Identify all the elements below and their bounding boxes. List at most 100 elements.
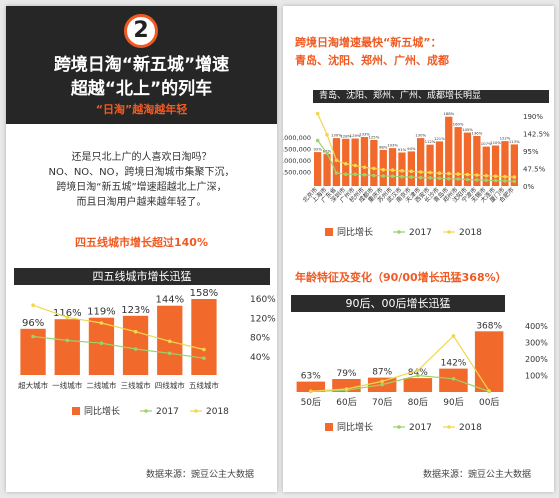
y-right-tick-label: 142.5% [523,131,550,139]
highlight-text: 四五线城市增长超过140% [75,236,208,249]
series-2017-line-point [334,171,339,175]
bar-value-label: 122% [500,136,511,141]
bar [314,152,322,186]
y-left-tick-label: 15,000,000 [283,157,311,165]
y-right-tick-label: 0% [523,183,534,191]
age-heading: 年龄特征及变化（90/00增长迅猛368%） [295,271,507,284]
bar-value-label: 130% [415,133,426,138]
bar-value-label: 121% [434,136,445,141]
bar [351,138,359,186]
legend-2017-label: 2017 [156,407,179,417]
series-2017-line-point [380,382,384,387]
x-axis-tick-label: 三线城市 [121,380,151,390]
series-2018-line-point [493,174,498,178]
city-growth-chart-title: 青岛、沈阳、郑州、广州、成都增长明显 [313,90,549,103]
bar [191,299,217,375]
bar-value-label: 79% [336,369,356,379]
bar [88,317,115,375]
city-tier-chart-title: 四五线城市增长迅猛 [14,268,270,285]
left-header: 2 跨境日淘“新五城”增速 超越“北上”的列车 “日淘”越淘越年轻 [6,6,277,124]
bar-value-label: 92% [313,147,322,152]
series-2018-line-point [437,171,442,175]
bar [426,144,434,186]
series-2017-line-point [451,377,456,381]
series-2017-line-point [133,347,138,351]
bar [491,145,500,186]
bar-value-label: 110% [490,140,501,145]
y-axis-tick-label: 40% [250,353,270,363]
bar [388,148,397,186]
header-subtitle: “日淘”越淘越年轻 [95,103,188,116]
series-2017-line-point [484,178,489,182]
series-2018-line-point [362,165,367,170]
header-title-line1: 跨境日淘“新五城”增速 [53,55,230,75]
series-2017-line-point [437,176,442,181]
bar-value-label: 84% [408,368,428,378]
bar-value-label: 91% [398,147,407,152]
left-panel: 2 跨境日淘“新五城”增速 超越“北上”的列车 “日淘”越淘越年轻 还是只北上广… [6,6,277,492]
series-2018-line-point [167,339,172,344]
series-2017-line [310,374,490,393]
data-source: 数据来源：豌豆公主大数据 [146,470,255,480]
series-2018-line [317,113,515,178]
y-left-tick-label: 30,000,000 [283,134,311,142]
y-left-tick-label: 7,500,000 [283,169,311,177]
legend-bar-swatch [325,423,333,431]
intro-text: 还是只北上广的人喜欢日淘吗？ NO、NO、NO，跨境日淘城市集聚下沉， 跨境日淘… [16,150,267,210]
section-number-badge: 2 [124,14,158,48]
x-axis-tick-label: 二线城市 [86,380,116,390]
bar-value-label: 142% [441,359,467,369]
x-axis-tick-label: 60后 [336,397,356,408]
fastest-growth-heading: 跨境日淘增速最快“新五城”： [295,36,442,49]
bar-value-label: 129% [350,133,361,138]
fastest-growth-cities: 青岛、沈阳、郑州、广州、成都 [295,54,449,67]
x-axis-tick-label: 五线城市 [189,380,219,390]
series-2017-line-point [418,175,423,180]
y-axis-tick-label: 120% [250,314,276,324]
bar-value-label: 116% [53,308,82,319]
bar-value-label: 94% [407,146,416,151]
legend-2018-label: 2018 [459,423,482,433]
series-2018-line-point [390,168,395,172]
bar [445,116,453,186]
age-growth-chart: 400% 300% 200% 100% 63% 50后 79% 60后 87% 70后 84% 80后… [296,321,548,433]
series-2018-line-point [31,303,35,307]
series-2018-line-point [428,170,432,175]
series-2017-line-point [381,174,386,178]
bar [474,331,504,392]
legend-2017-marker [144,409,148,413]
series-2017-line-point [512,179,517,184]
bar [454,127,462,186]
bar-value-label: 87% [323,148,332,153]
y-right-tick-label: 95% [523,148,539,156]
bar-value-label: 160% [453,122,464,127]
legend-2017-marker [397,230,401,234]
y-left-tick-label: 22,500,000 [283,146,311,154]
right-panel: 跨境日淘增速最快“新五城”： 青岛、沈阳、郑州、广州、成都 青岛、沈阳、郑州、广… [283,6,554,492]
bar-value-label: 113% [509,139,520,144]
intro-line: 而且日淘用户越来越年轻了。 [76,197,207,208]
series-2017-line [33,335,205,359]
series-2017-line-point [456,177,460,181]
legend-2018-label: 2018 [459,228,482,238]
bar [482,146,490,186]
series-2017-line-point [325,151,329,156]
series-2018-line-point [416,368,420,373]
legend-2018-marker [194,409,198,413]
series-2017-line-point [416,373,420,378]
bar-value-label: 125% [368,134,379,139]
series-2018-line-point [418,170,423,174]
series-2017-line-point [475,178,479,182]
x-axis-tick-label: 80后 [408,397,428,408]
intro-line: NO、NO、NO，跨境日淘城市集聚下沉， [48,167,235,178]
series-2018-line-point [315,111,320,116]
x-axis-tick-label: 70后 [372,397,392,408]
y-right-tick-label: 190% [523,113,543,121]
series-2018-line-point [381,167,386,172]
legend-2018-label: 2018 [206,407,229,417]
series-2017-line-point [372,173,376,178]
x-axis-tick-label: 超大城市 [18,380,48,390]
series-2018-line-point [133,329,138,334]
series-2018-line-point [409,169,414,174]
series-2017-line-point [400,174,404,179]
